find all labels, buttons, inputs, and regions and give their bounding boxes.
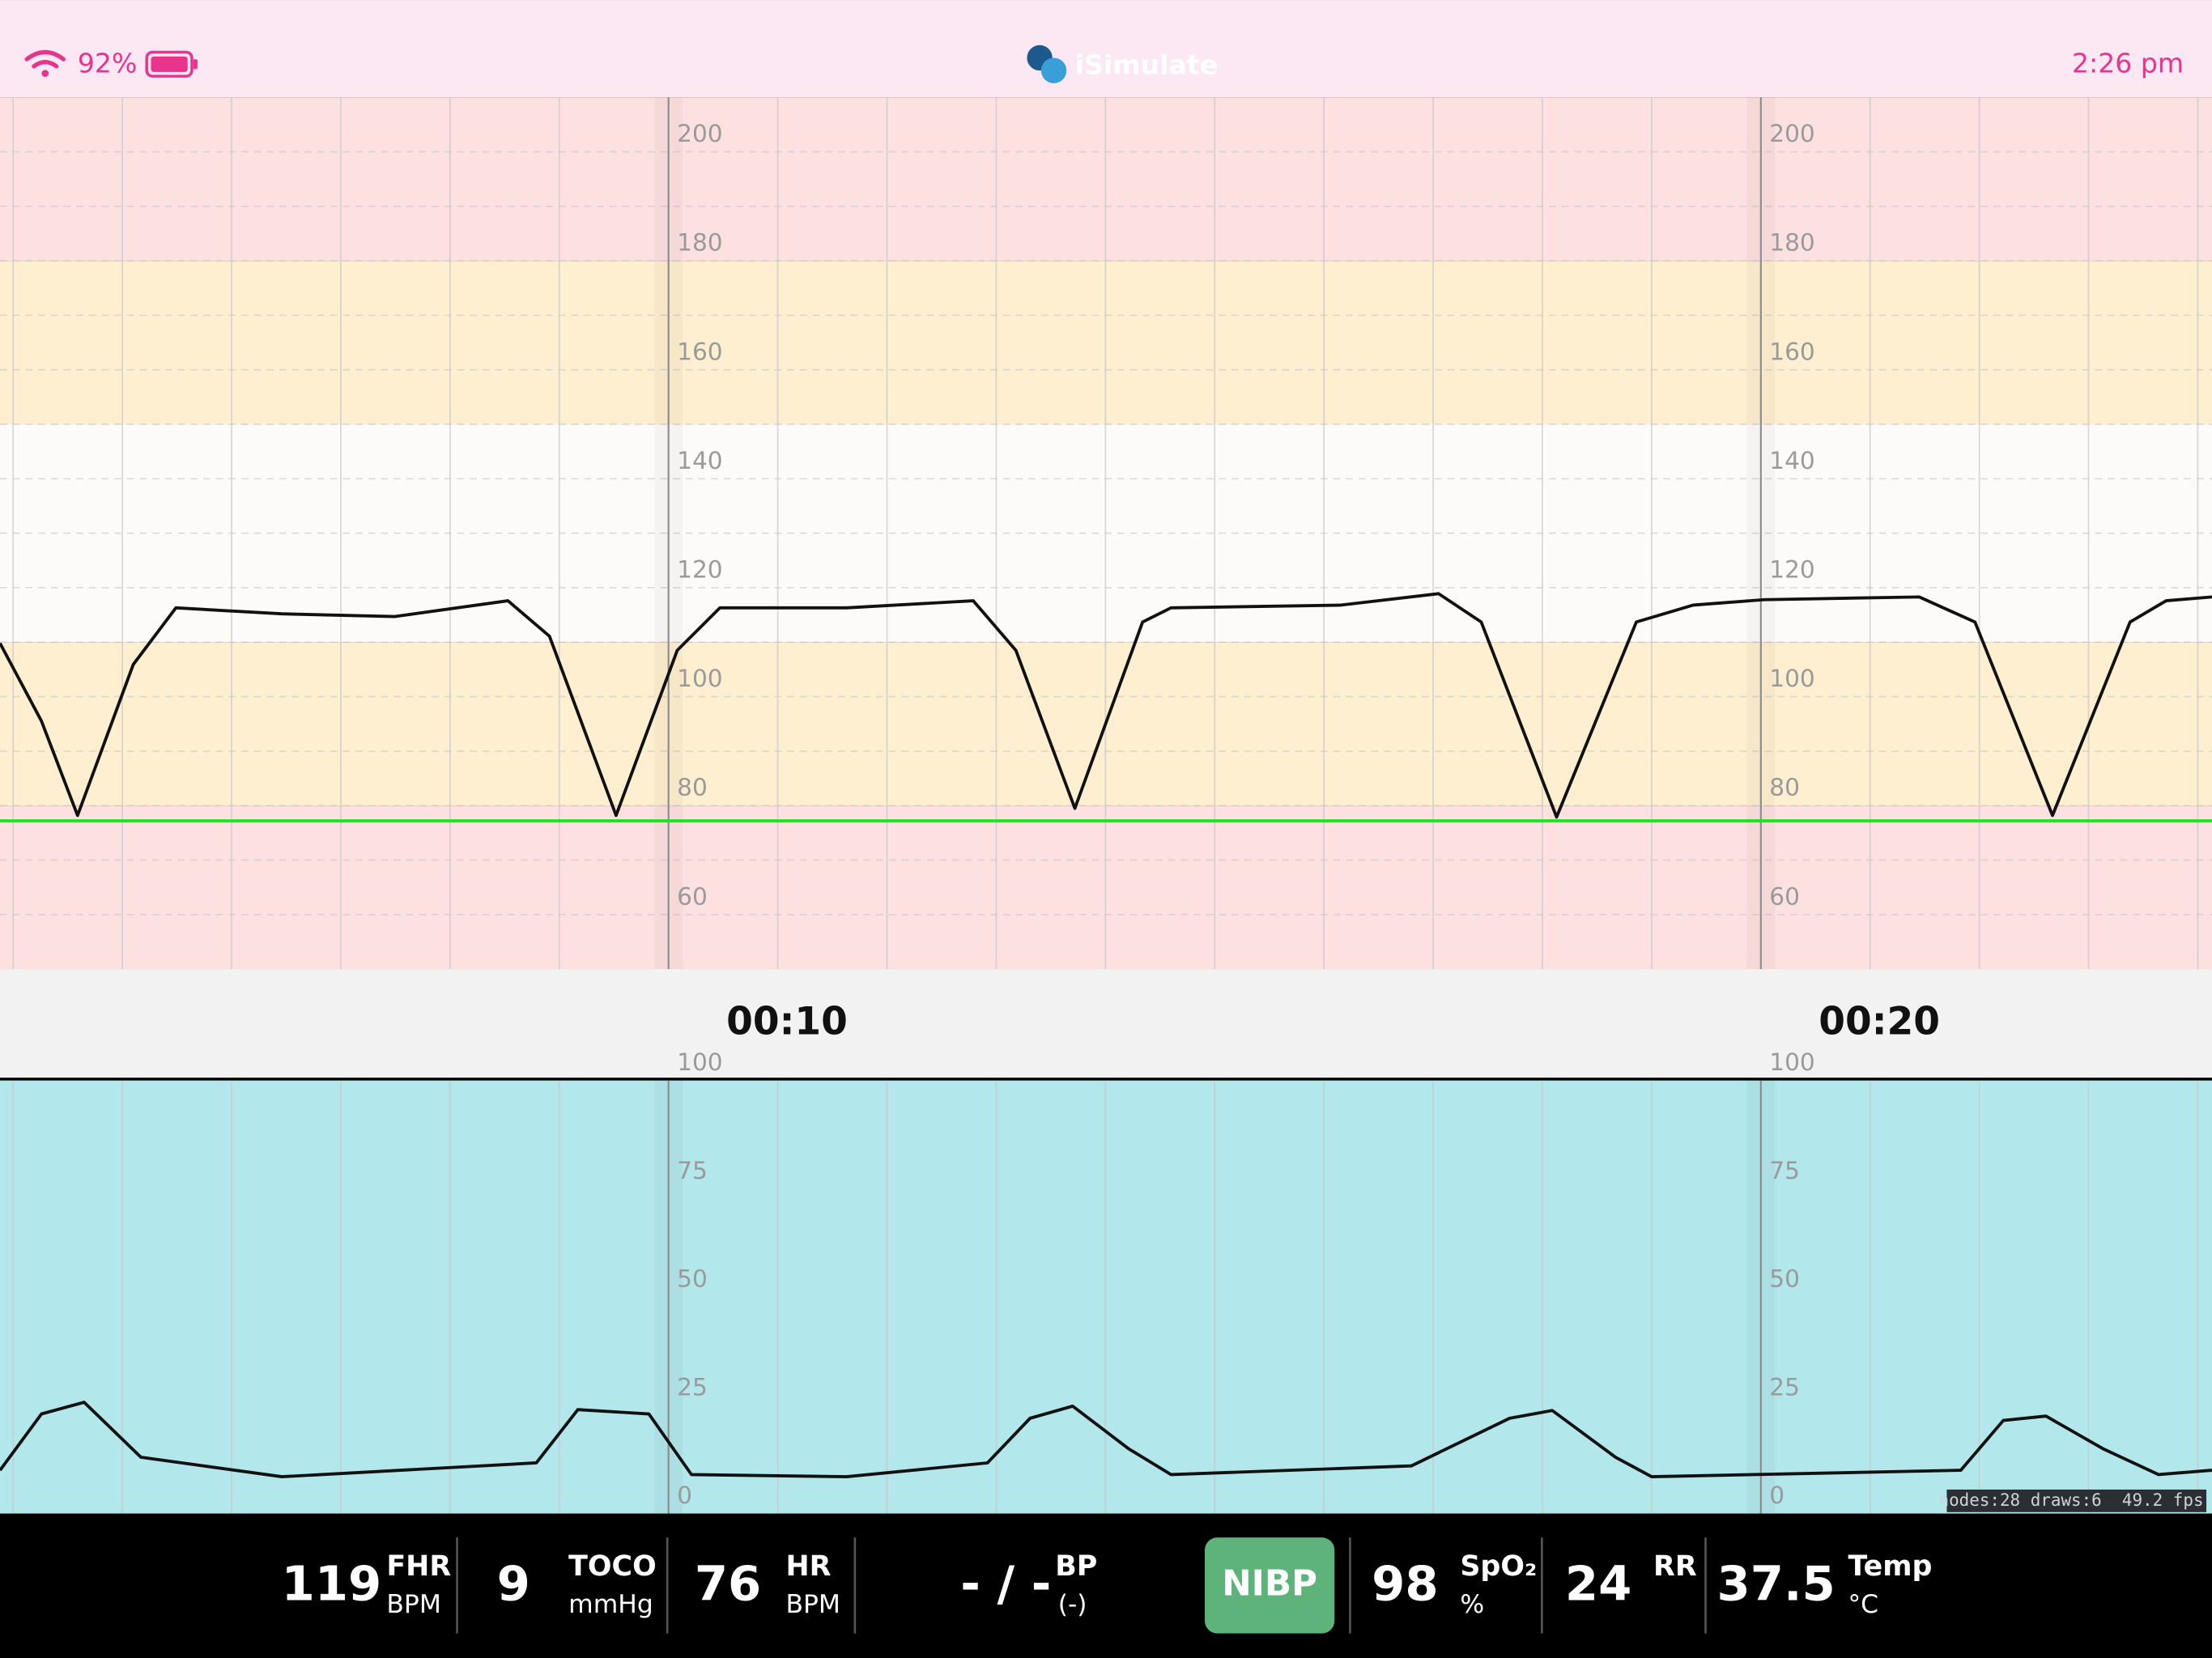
- y-tick-label: 75: [677, 1157, 708, 1184]
- y-tick-label: 50: [677, 1265, 708, 1293]
- y-tick-label: 180: [1769, 229, 1815, 257]
- vital-unit: (-): [1058, 1590, 1087, 1619]
- y-tick-label: 180: [677, 229, 723, 257]
- vitals-bar: [0, 1513, 2212, 1658]
- y-tick-label: 120: [677, 556, 723, 584]
- vital-label: Temp: [1848, 1550, 1932, 1583]
- vital-value: 98: [1372, 1555, 1438, 1611]
- y-tick-label: 120: [1769, 556, 1815, 584]
- chart-1: 0 25 50 75 100 0 25 50 75 100: [0, 1048, 2212, 1514]
- trace: [0, 1401, 2212, 1479]
- vitals: 119 FHR BPM 9 TOCO mmHg 76 HR BPM - / - BP (-) NIBP 9…: [282, 1537, 1932, 1634]
- y-tick-label: 75: [1769, 1157, 1800, 1184]
- battery-icon: [145, 50, 198, 78]
- vital-label: FHR: [386, 1550, 451, 1583]
- y-tick-label: 140: [677, 447, 723, 474]
- time-strip: [0, 969, 2212, 1078]
- vital-unit: %: [1460, 1590, 1484, 1619]
- y-tick-label: 200: [1769, 120, 1815, 147]
- status-bar: [0, 0, 2212, 98]
- vital-label: HR: [785, 1550, 831, 1583]
- vital-value: 9: [497, 1555, 530, 1611]
- vital-value: 76: [695, 1555, 761, 1611]
- y-tick-label: 200: [677, 120, 723, 147]
- vital-value: 37.5: [1717, 1555, 1836, 1611]
- vital-value: - / -: [960, 1555, 1051, 1611]
- vital-unit: mmHg: [568, 1590, 653, 1619]
- y-tick-label: 80: [677, 774, 708, 801]
- y-tick-label: 100: [1769, 1048, 1815, 1076]
- vital-value: 119: [282, 1555, 382, 1611]
- y-tick-label: 60: [677, 882, 708, 910]
- battery-percent: 92%: [78, 48, 138, 79]
- y-tick-label: 140: [1769, 447, 1815, 474]
- y-tick-label: 100: [677, 1048, 723, 1076]
- y-tick-label: 80: [1769, 774, 1800, 801]
- vital-label: TOCO: [568, 1550, 657, 1583]
- clock: 2:26 pm: [2072, 48, 2184, 79]
- y-tick-label: 25: [677, 1373, 708, 1401]
- y-tick-label: 100: [1769, 665, 1815, 692]
- y-tick-label: 160: [1769, 338, 1815, 365]
- vital-unit: BPM: [386, 1590, 440, 1619]
- y-tick-label: 0: [677, 1482, 692, 1509]
- chart-0: 60 80 100 120 140 160 180 200 60 80 100 120 140 160 18…: [0, 97, 2212, 970]
- debug-box: [1946, 1489, 2207, 1512]
- app-logo: [1027, 45, 1067, 83]
- vital-unit: °C: [1848, 1590, 1878, 1619]
- y-tick-label: 100: [677, 665, 723, 692]
- vital-value: 24: [1565, 1555, 1631, 1611]
- app-name: iSimulate: [1075, 49, 1219, 80]
- vital-label: SpO₂: [1460, 1550, 1537, 1583]
- vital-unit: BPM: [785, 1590, 840, 1619]
- time-label: 00:10: [726, 999, 848, 1044]
- vital-label: RR: [1653, 1550, 1697, 1583]
- nibp-button-bg: [1204, 1537, 1335, 1634]
- vital-label: BP: [1055, 1550, 1097, 1583]
- y-tick-label: 25: [1769, 1373, 1800, 1401]
- plots: 60 80 100 120 140 160 180 200 60 80 100 120 140 160 18…: [0, 97, 2212, 1514]
- y-tick-label: 60: [1769, 882, 1800, 910]
- y-tick-label: 50: [1769, 1265, 1800, 1293]
- debug-info: nodes:28 draws:6 49.2 fps: [1939, 1490, 2204, 1510]
- wifi-icon: [24, 49, 66, 77]
- nibp-button[interactable]: NIBP: [1222, 1563, 1317, 1604]
- y-tick-label: 160: [677, 338, 723, 365]
- time-label: 00:20: [1819, 999, 1940, 1044]
- trace: [0, 592, 2212, 819]
- y-tick-label: 0: [1769, 1482, 1784, 1509]
